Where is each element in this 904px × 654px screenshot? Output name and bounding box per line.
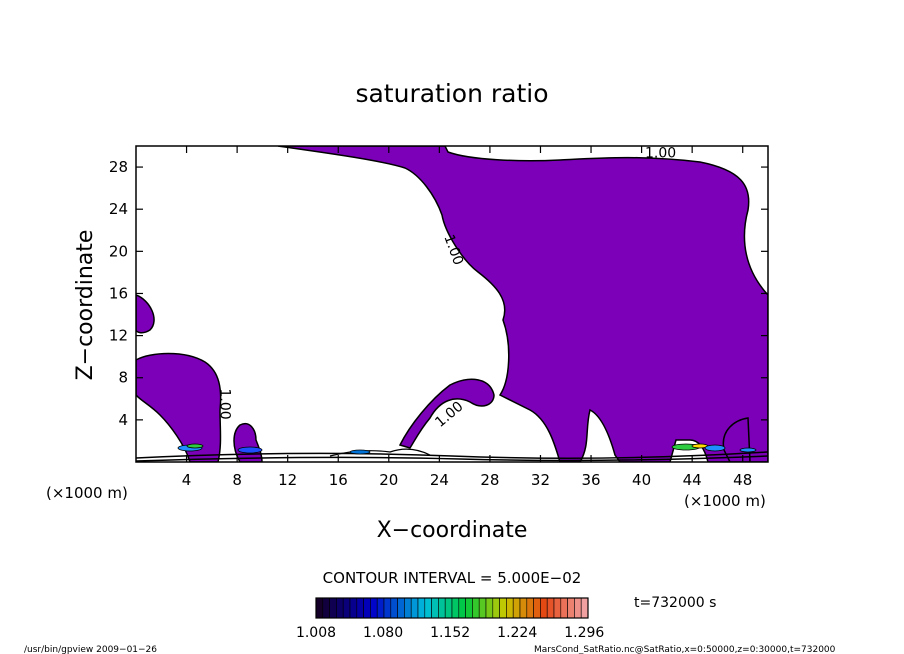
y-tick-label: 28 — [109, 158, 128, 176]
colorbar-tick-label: 1.152 — [430, 625, 470, 641]
y-tick-label: 24 — [109, 200, 128, 218]
y-tick-label: 8 — [118, 369, 128, 387]
contour-label: 1.00 — [217, 388, 233, 419]
chart-title: saturation ratio — [355, 79, 548, 108]
colorbar-tick-label: 1.080 — [363, 625, 403, 641]
x-tick-label: 36 — [581, 471, 600, 489]
x-tick-label: 4 — [182, 471, 192, 489]
x-tick-label: 24 — [430, 471, 449, 489]
x-tick-label: 32 — [531, 471, 550, 489]
plot-frame — [135, 145, 769, 463]
x-tick-label: 48 — [733, 471, 752, 489]
x-tick-label: 40 — [632, 471, 651, 489]
x-axis-label: X−coordinate — [377, 518, 528, 543]
colorbar — [315, 597, 589, 619]
x-tick-label: 44 — [683, 471, 702, 489]
x-axis-unit-right: (×1000 m) — [684, 492, 766, 510]
footer-right: MarsCond_SatRatio.nc@SatRatio,x=0:50000,… — [534, 645, 836, 654]
contour-interval: CONTOUR INTERVAL = 5.000E−02 — [323, 569, 582, 587]
footer-left: /usr/bin/gpview 2009−01−26 — [24, 645, 157, 654]
contour-fill-region — [136, 146, 768, 462]
y-tick-label: 4 — [118, 411, 128, 429]
x-tick-label: 20 — [379, 471, 398, 489]
y-axis: 4 8 12 16 20 24 28 — [109, 158, 768, 429]
x-tick-label: 16 — [329, 471, 348, 489]
y-tick-label: 20 — [109, 242, 128, 260]
colorbar-tick-label: 1.008 — [296, 625, 336, 641]
x-tick-label: 12 — [278, 471, 297, 489]
colorbar-tick-label: 1.224 — [497, 625, 537, 641]
colorbar-tick-label: 1.296 — [564, 625, 604, 641]
y-axis-label: Z−coordinate — [73, 230, 98, 381]
y-tick-label: 16 — [109, 284, 128, 302]
x-tick-label: 28 — [480, 471, 499, 489]
surface-contours — [136, 443, 768, 462]
y-tick-label: 12 — [109, 327, 128, 345]
x-axis-unit-left: (×1000 m) — [46, 484, 128, 502]
x-axis: 4 8 12 16 20 24 28 32 36 40 44 48 — [182, 146, 752, 489]
x-tick-label: 8 — [232, 471, 242, 489]
time-label: t=732000 s — [634, 595, 716, 611]
contour-label: 1.00 — [645, 146, 676, 162]
colorbar-ticks: 1.008 1.080 1.152 1.224 1.296 — [296, 625, 604, 641]
